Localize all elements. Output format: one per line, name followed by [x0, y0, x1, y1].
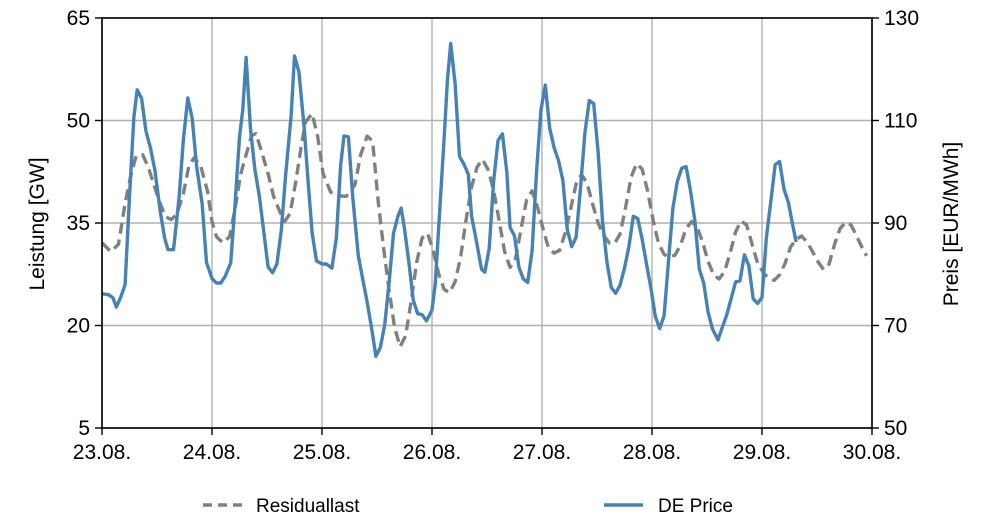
x-tick-label: 30.08.: [843, 441, 901, 464]
y-axis-right: 50 70 90 110 130: [872, 7, 919, 440]
x-tick-label: 24.08.: [183, 441, 241, 464]
y-right-tick-label: 130: [884, 7, 919, 30]
y-right-tick-label: 90: [884, 212, 907, 235]
series-lines: [100, 41, 868, 358]
y-right-tick-label: 70: [884, 315, 907, 338]
y-left-tick-label: 5: [78, 417, 90, 440]
legend-item-de-price: DE Price: [604, 496, 733, 517]
x-tick-label: 26.08.: [403, 441, 461, 464]
y-axis-right-title: Preis [EUR/MWh]: [940, 142, 963, 307]
x-tick-label: 29.08.: [733, 441, 791, 464]
x-tick-label: 25.08.: [293, 441, 351, 464]
y-right-tick-label: 110: [884, 110, 917, 133]
y-left-tick-label: 50: [67, 110, 90, 133]
legend: Residuallast DE Price: [203, 496, 733, 517]
y-right-tick-label: 50: [884, 417, 907, 440]
grid: [101, 17, 873, 429]
series-line-residuallast: [100, 112, 868, 349]
y-left-tick-label: 35: [67, 212, 90, 235]
x-tick-label: 27.08.: [513, 441, 571, 464]
y-axis-left-title: Leistung [GW]: [26, 157, 49, 290]
series-line-de-price: [101, 41, 798, 358]
y-left-tick-label: 65: [67, 7, 90, 30]
legend-item-residuallast: Residuallast: [203, 496, 360, 517]
x-axis: 23.08. 24.08. 25.08. 26.08. 27.08. 28.08. 29.0…: [73, 428, 901, 464]
y-axis-left: 5 20 35 50 65: [67, 7, 102, 440]
y-left-tick-label: 20: [67, 315, 90, 338]
x-tick-label: 28.08.: [623, 441, 681, 464]
legend-label-de-price: DE Price: [658, 496, 733, 517]
legend-label-residuallast: Residuallast: [256, 496, 360, 517]
x-tick-label: 23.08.: [73, 441, 131, 464]
